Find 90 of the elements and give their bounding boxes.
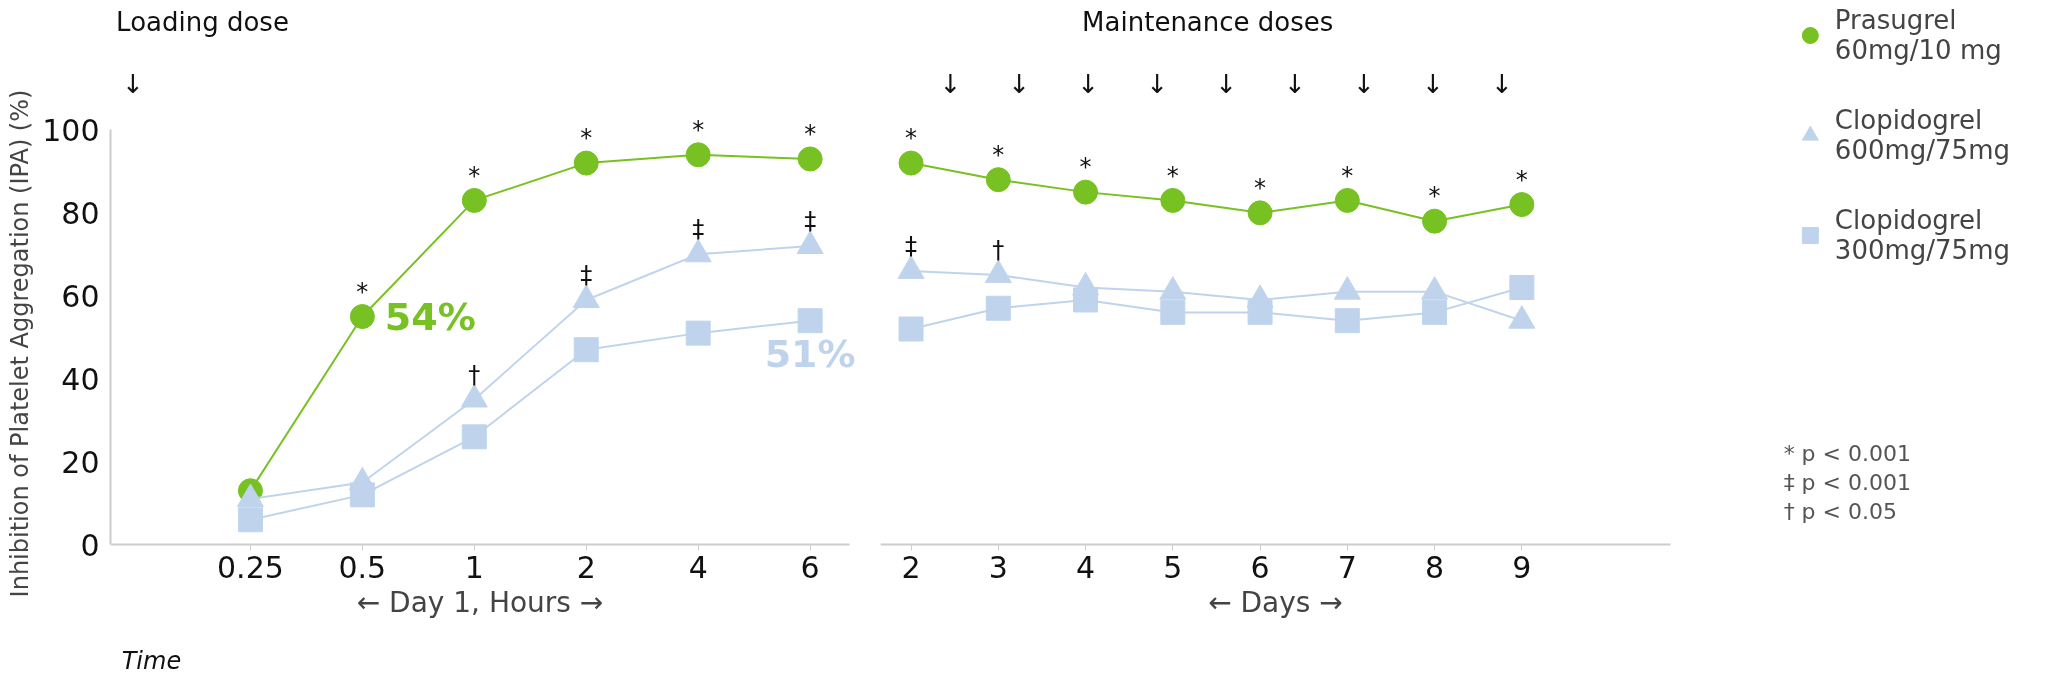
- x-tick-label: 1: [464, 549, 484, 585]
- x-tick-label: 3: [988, 549, 1008, 585]
- point: [1073, 287, 1099, 313]
- point: [237, 507, 263, 533]
- text: ↓: [1146, 69, 1169, 100]
- text: ↓: [1008, 69, 1031, 100]
- y-tick-label: 80: [61, 195, 100, 231]
- annotation: ‡: [905, 232, 918, 261]
- legend-label: Clopidogrel 300mg/75mg: [1834, 205, 2010, 265]
- x-tick-label: 4: [1076, 549, 1096, 585]
- x-tick-label: 9: [1512, 549, 1532, 585]
- point: [349, 482, 375, 508]
- point: [573, 150, 599, 176]
- point: [797, 308, 823, 334]
- point: [1247, 299, 1273, 325]
- legend-label: Clopidogrel 600mg/75mg: [1834, 105, 2010, 165]
- annotation: *: [356, 277, 369, 306]
- x-tick-label: 4: [688, 549, 708, 585]
- annotation: *: [1515, 165, 1528, 194]
- text: Maintenance doses: [1082, 7, 1334, 38]
- text: ↓: [122, 69, 144, 100]
- annotation: *: [1079, 153, 1092, 182]
- x-tick-label: 5: [1163, 549, 1183, 585]
- y-tick-label: 60: [61, 278, 100, 314]
- text: Time: [121, 646, 182, 675]
- point: [898, 316, 924, 342]
- x-axis-title: ← Days →: [1208, 585, 1343, 619]
- x-tick-label: 8: [1425, 549, 1445, 585]
- point: [797, 146, 823, 172]
- text: ‡ p < 0.001: [1783, 469, 1911, 495]
- point: [1160, 299, 1186, 325]
- point: [985, 295, 1011, 321]
- annotation: †: [992, 236, 1005, 265]
- point: [1247, 200, 1273, 226]
- point: [985, 167, 1011, 193]
- annotation: *: [1341, 161, 1354, 190]
- text: ↓: [939, 69, 962, 100]
- y-tick-label: 100: [42, 112, 100, 148]
- point: [1422, 299, 1448, 325]
- text: ↓: [1421, 69, 1444, 100]
- point: [1334, 308, 1360, 334]
- point: [1509, 275, 1535, 301]
- point: [898, 150, 924, 176]
- annotation: *: [1254, 173, 1267, 202]
- x-tick-label: 2: [901, 549, 921, 585]
- x-tick-label: 0.5: [338, 549, 387, 585]
- text: ↓: [1284, 69, 1306, 100]
- legend-label: Prasugrel 60mg/10 mg: [1834, 5, 2002, 65]
- point: [349, 304, 375, 330]
- text: * p < 0.001: [1783, 440, 1911, 466]
- annotation: *: [804, 120, 817, 149]
- annotation: *: [905, 124, 918, 153]
- y-tick-label: 0: [80, 527, 100, 563]
- text: ↓: [1215, 69, 1237, 100]
- text: Loading dose: [116, 7, 289, 38]
- annotation: 51%: [764, 331, 856, 376]
- annotation: †: [468, 360, 481, 389]
- x-tick-label: 2: [576, 549, 596, 585]
- x-tick-label: 0.25: [217, 549, 284, 585]
- y-tick-label: 20: [61, 444, 100, 480]
- point: [1160, 187, 1186, 213]
- point: [1334, 187, 1360, 213]
- x-tick-label: 7: [1337, 549, 1357, 585]
- annotation: *: [992, 140, 1005, 169]
- text: ↓: [1077, 69, 1100, 100]
- annotation: *: [1166, 161, 1179, 190]
- point: [685, 142, 711, 168]
- annotation: *: [692, 115, 705, 144]
- text: ↓: [1353, 69, 1375, 100]
- annotation: ‡: [692, 215, 705, 244]
- point: [1509, 192, 1535, 218]
- x-tick-label: 6: [1250, 549, 1270, 585]
- x-tick-label: 6: [800, 549, 820, 585]
- x-axis-title: ← Day 1, Hours →: [356, 585, 604, 619]
- point: [461, 424, 487, 450]
- y-tick-label: 40: [61, 361, 100, 397]
- text: ↓: [1490, 69, 1513, 100]
- annotation: *: [468, 161, 481, 190]
- annotation: ‡: [804, 207, 817, 236]
- point: [685, 320, 711, 346]
- point: [573, 337, 599, 363]
- point: [461, 187, 487, 213]
- point: [1422, 208, 1448, 234]
- annotation: *: [580, 124, 593, 153]
- text: † p < 0.05: [1783, 498, 1897, 524]
- annotation: 54%: [384, 294, 476, 339]
- annotation: *: [1428, 182, 1441, 211]
- annotation: ‡: [580, 261, 593, 290]
- point: [1073, 179, 1099, 205]
- y-axis-title: Inhibition of Platelet Aggregation (IPA) (%): [6, 89, 35, 598]
